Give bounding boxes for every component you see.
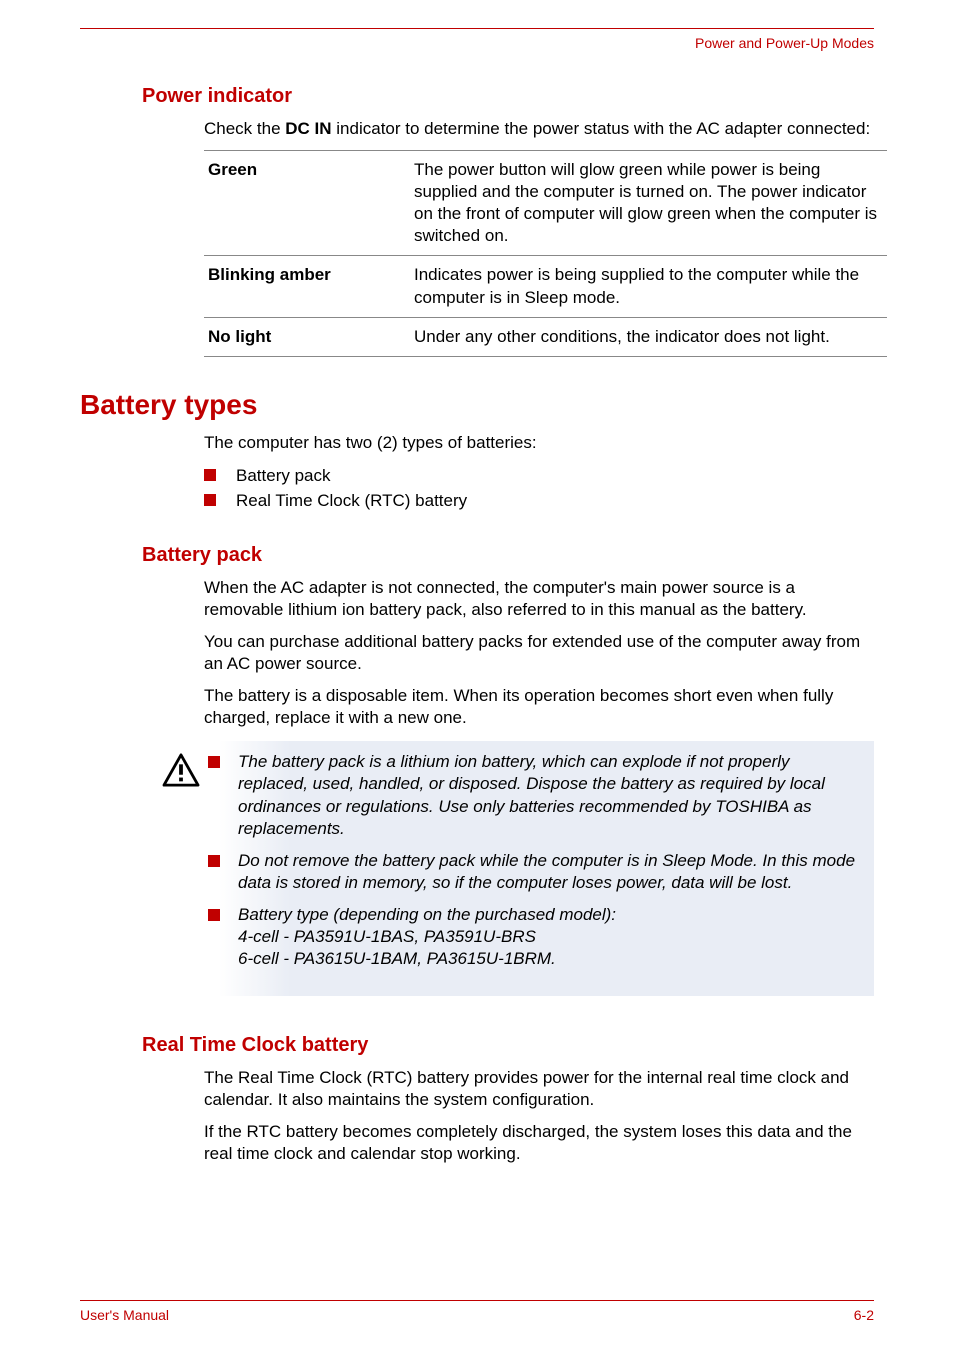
running-header: Power and Power-Up Modes [0,35,874,51]
caution-icon [162,753,200,792]
heading-battery-types: Battery types [80,389,874,421]
table-row: Green The power button will glow green w… [204,151,887,256]
list-item: Battery pack [204,463,874,489]
intro-suffix: indicator to determine the power status … [332,119,871,138]
rtc-para: If the RTC battery becomes completely di… [204,1121,874,1165]
battery-pack-para: You can purchase additional battery pack… [204,631,874,675]
battery-types-list: Battery pack Real Time Clock (RTC) batte… [204,463,874,514]
table-row: No light Under any other conditions, the… [204,317,887,356]
indicator-label: Blinking amber [204,256,410,317]
page: Power and Power-Up Modes Power indicator… [0,0,954,1351]
power-indicator-table: Green The power button will glow green w… [204,150,887,357]
heading-power-indicator: Power indicator [142,85,874,108]
content: Power indicator Check the DC IN indicato… [80,85,874,1166]
footer-right: 6-2 [854,1307,874,1323]
table-row: Blinking amber Indicates power is being … [204,256,887,317]
battery-pack-para: The battery is a disposable item. When i… [204,685,874,729]
heading-rtc-battery: Real Time Clock battery [142,1034,874,1057]
list-item: Real Time Clock (RTC) battery [204,488,874,514]
indicator-desc: Indicates power is being supplied to the… [410,256,887,317]
caution-item: Battery type (depending on the purchased… [208,904,860,970]
battery-pack-para: When the AC adapter is not connected, th… [204,577,874,621]
caution-item: The battery pack is a lithium ion batter… [208,751,860,839]
footer: User's Manual 6-2 [80,1300,874,1323]
caution-item: Do not remove the battery pack while the… [208,850,860,894]
indicator-label: Green [204,151,410,256]
footer-left: User's Manual [80,1307,169,1323]
intro-bold: DC IN [285,119,331,138]
heading-battery-pack: Battery pack [142,544,874,567]
indicator-label: No light [204,317,410,356]
power-indicator-intro: Check the DC IN indicator to determine t… [204,118,874,140]
indicator-desc: Under any other conditions, the indicato… [410,317,887,356]
caution-callout: The battery pack is a lithium ion batter… [162,741,874,996]
indicator-desc: The power button will glow green while p… [410,151,887,256]
rtc-para: The Real Time Clock (RTC) battery provid… [204,1067,874,1111]
caution-list: The battery pack is a lithium ion batter… [208,751,860,980]
header-rule [80,28,874,29]
battery-types-intro: The computer has two (2) types of batter… [204,433,874,453]
intro-prefix: Check the [204,119,285,138]
